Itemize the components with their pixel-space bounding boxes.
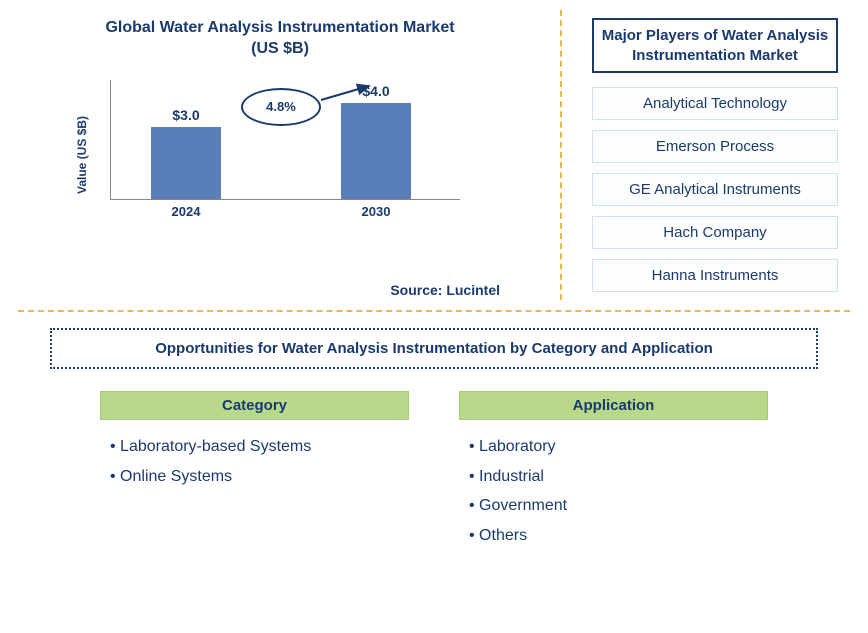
- bar-value-label: $4.0: [341, 83, 411, 99]
- chart-title-line1: Global Water Analysis Instrumentation Ma…: [105, 19, 454, 36]
- bar-value-label: $3.0: [151, 107, 221, 123]
- chart-source: Source: Lucintel: [390, 282, 500, 298]
- list-item: Government: [459, 491, 768, 521]
- players-section: Major Players of Water Analysis Instrume…: [562, 0, 868, 310]
- player-box: GE Analytical Instruments: [592, 173, 838, 206]
- player-box: Emerson Process: [592, 130, 838, 163]
- opportunity-column: Application LaboratoryIndustrialGovernmen…: [459, 391, 768, 550]
- player-box: Hanna Instruments: [592, 259, 838, 292]
- list-item: Others: [459, 521, 768, 551]
- players-list: Analytical Technology Emerson Process GE A…: [592, 87, 838, 292]
- y-axis-label: Value (US $B): [75, 116, 89, 194]
- list-item: Industrial: [459, 462, 768, 492]
- growth-rate-ellipse: 4.8%: [241, 88, 321, 126]
- list-item: Laboratory-based Systems: [100, 432, 409, 462]
- chart-bar: [151, 127, 221, 199]
- chart-area: Value (US $B) 4.8% $3.02024$4.02030: [110, 80, 540, 230]
- opportunities-section: Opportunities for Water Analysis Instrum…: [0, 312, 868, 560]
- players-header: Major Players of Water Analysis Instrume…: [592, 18, 838, 73]
- list-item: Online Systems: [100, 462, 409, 492]
- x-tick-label: 2030: [341, 204, 411, 219]
- top-row: Global Water Analysis Instrumentation Ma…: [0, 0, 868, 310]
- chart-title: Global Water Analysis Instrumentation Ma…: [10, 18, 550, 60]
- column-header: Application: [459, 391, 768, 420]
- opportunities-columns: Category Laboratory-based SystemsOnline S…: [50, 391, 818, 550]
- opportunity-column: Category Laboratory-based SystemsOnline S…: [100, 391, 409, 550]
- x-tick-label: 2024: [151, 204, 221, 219]
- opportunities-header: Opportunities for Water Analysis Instrum…: [50, 328, 818, 369]
- list-item: Laboratory: [459, 432, 768, 462]
- chart-section: Global Water Analysis Instrumentation Ma…: [0, 0, 560, 310]
- growth-rate-value: 4.8%: [266, 99, 296, 114]
- column-header: Category: [100, 391, 409, 420]
- bar-chart-plot: 4.8% $3.02024$4.02030: [110, 80, 460, 200]
- chart-title-line2: (US $B): [251, 40, 309, 57]
- chart-bar: [341, 103, 411, 199]
- player-box: Analytical Technology: [592, 87, 838, 120]
- player-box: Hach Company: [592, 216, 838, 249]
